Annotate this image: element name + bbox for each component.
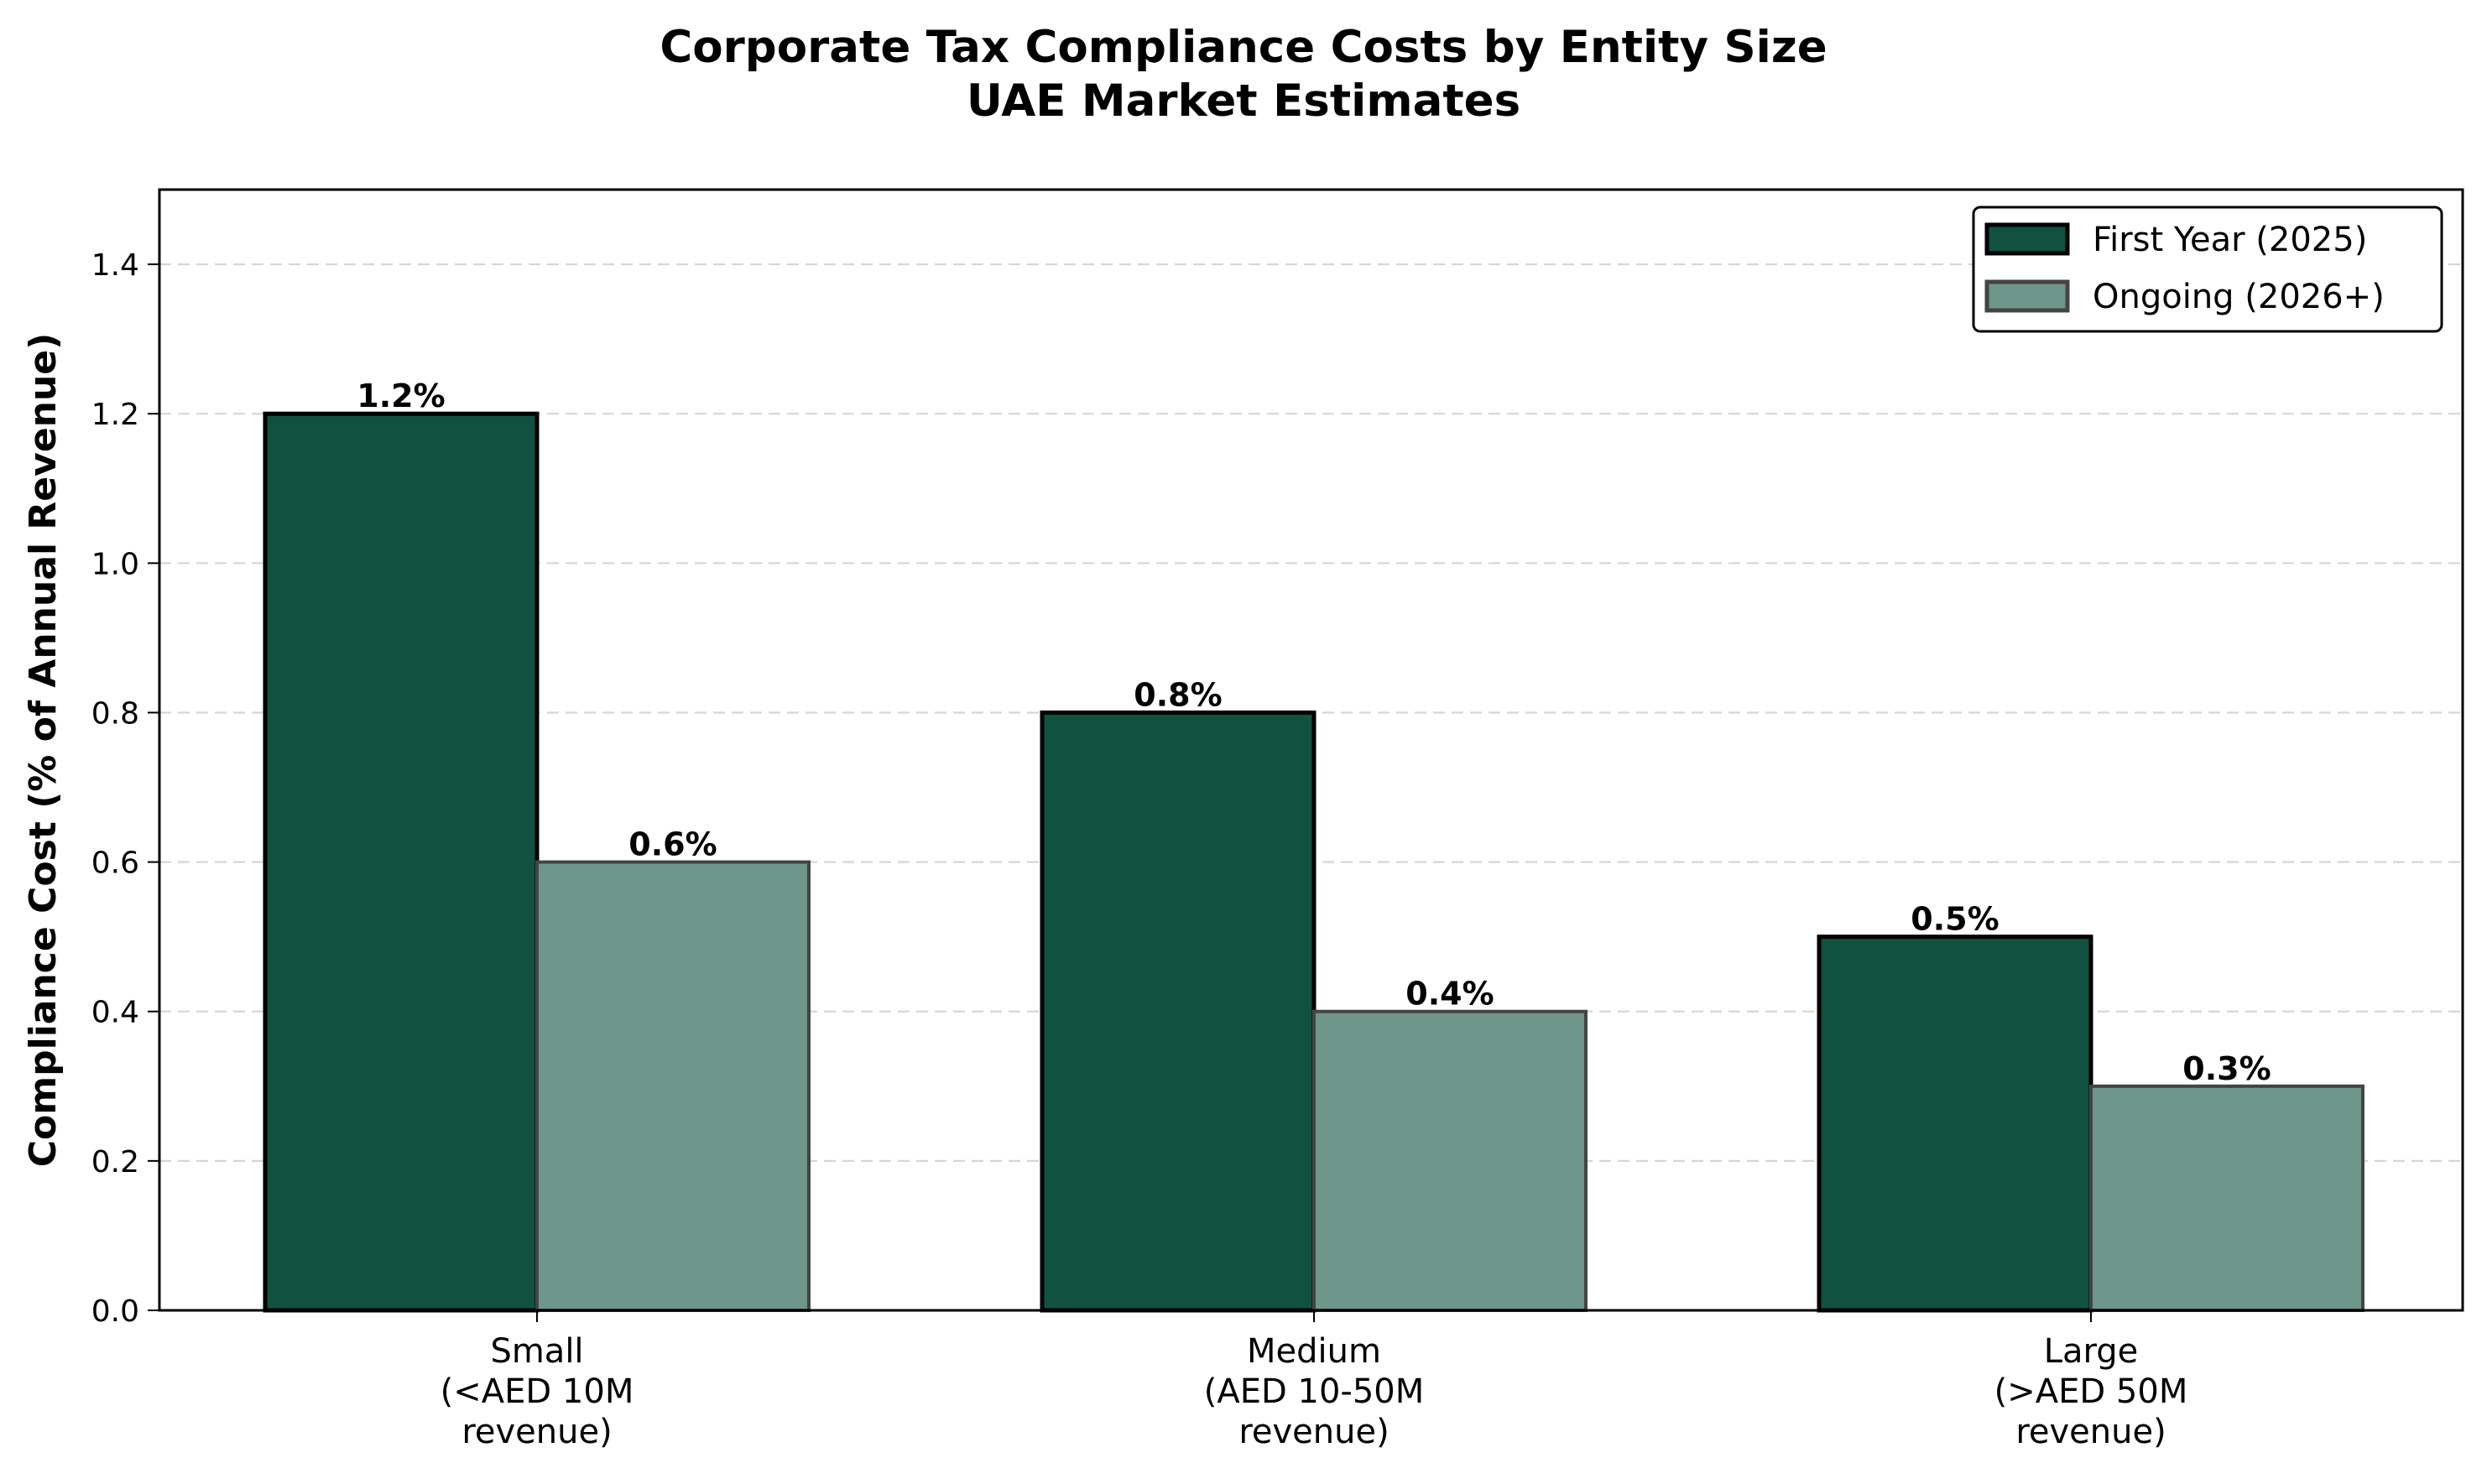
bar — [1312, 1009, 1588, 1312]
legend-swatch — [1984, 279, 2070, 313]
legend-swatch — [1984, 222, 2070, 256]
chart-title: Corporate Tax Compliance Costs by Entity… — [660, 22, 1827, 73]
legend-box — [1972, 206, 2443, 333]
y-axis: 0.0 0.2 0.4 0.6 0.8 1.0 1.2 1.4 — [91, 248, 159, 1329]
data-label: 0.6% — [628, 826, 717, 863]
y-tick-label: 0.6 — [91, 846, 139, 881]
y-tick-label: 1.4 — [91, 248, 139, 283]
x-tick-label: (>AED 50M — [1994, 1372, 2188, 1411]
data-label: 0.5% — [1911, 901, 1999, 938]
x-tick-label: (AED 10-50M — [1204, 1372, 1425, 1411]
x-tick-label: (<AED 10M — [441, 1372, 634, 1411]
data-label: 0.3% — [2182, 1050, 2271, 1087]
x-tick-label: Small — [490, 1332, 583, 1371]
x-tick-label: Large — [2044, 1332, 2139, 1371]
chart-subtitle: UAE Market Estimates — [967, 76, 1520, 127]
x-tick-label: revenue) — [461, 1413, 612, 1451]
bar — [535, 860, 811, 1312]
x-tick-label: Medium — [1247, 1332, 1381, 1371]
y-tick-label: 0.2 — [91, 1145, 139, 1179]
x-tick-label: revenue) — [2015, 1413, 2166, 1451]
data-label: 1.2% — [357, 378, 445, 414]
bars: 1.2% 0.8% 0.5% 0.6% 0.4% 0.3% — [263, 378, 2364, 1313]
data-label: 0.8% — [1134, 676, 1222, 713]
y-tick-label: 1.0 — [91, 547, 139, 581]
data-label: 0.4% — [1405, 976, 1494, 1013]
bar — [263, 411, 540, 1313]
bar — [2089, 1084, 2364, 1313]
legend: First Year (2025) Ongoing (2026+) — [1972, 206, 2443, 333]
y-tick-label: 0.4 — [91, 996, 139, 1030]
y-axis-label: Compliance Cost (% of Annual Revenue) — [22, 333, 65, 1168]
legend-entry: Ongoing (2026+) — [2093, 278, 2385, 316]
y-tick-label: 0.8 — [91, 696, 139, 731]
legend-entry: First Year (2025) — [2093, 221, 2367, 259]
bar — [1040, 710, 1316, 1313]
x-tick-label: revenue) — [1238, 1413, 1389, 1451]
plot-frame — [158, 188, 2464, 1312]
bar — [1817, 935, 2093, 1313]
y-tick-label: 0.0 — [91, 1294, 139, 1329]
y-tick-label: 1.2 — [91, 398, 139, 432]
